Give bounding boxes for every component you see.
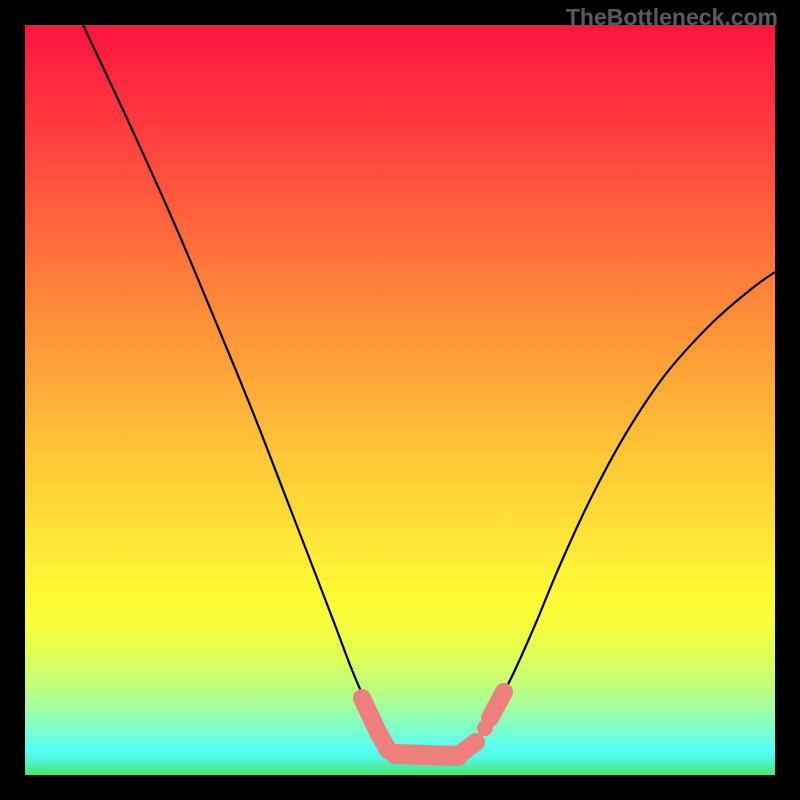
plot-area	[25, 25, 775, 775]
bottleneck-chart	[0, 0, 800, 800]
watermark-text: TheBottleneck.com	[566, 4, 778, 31]
